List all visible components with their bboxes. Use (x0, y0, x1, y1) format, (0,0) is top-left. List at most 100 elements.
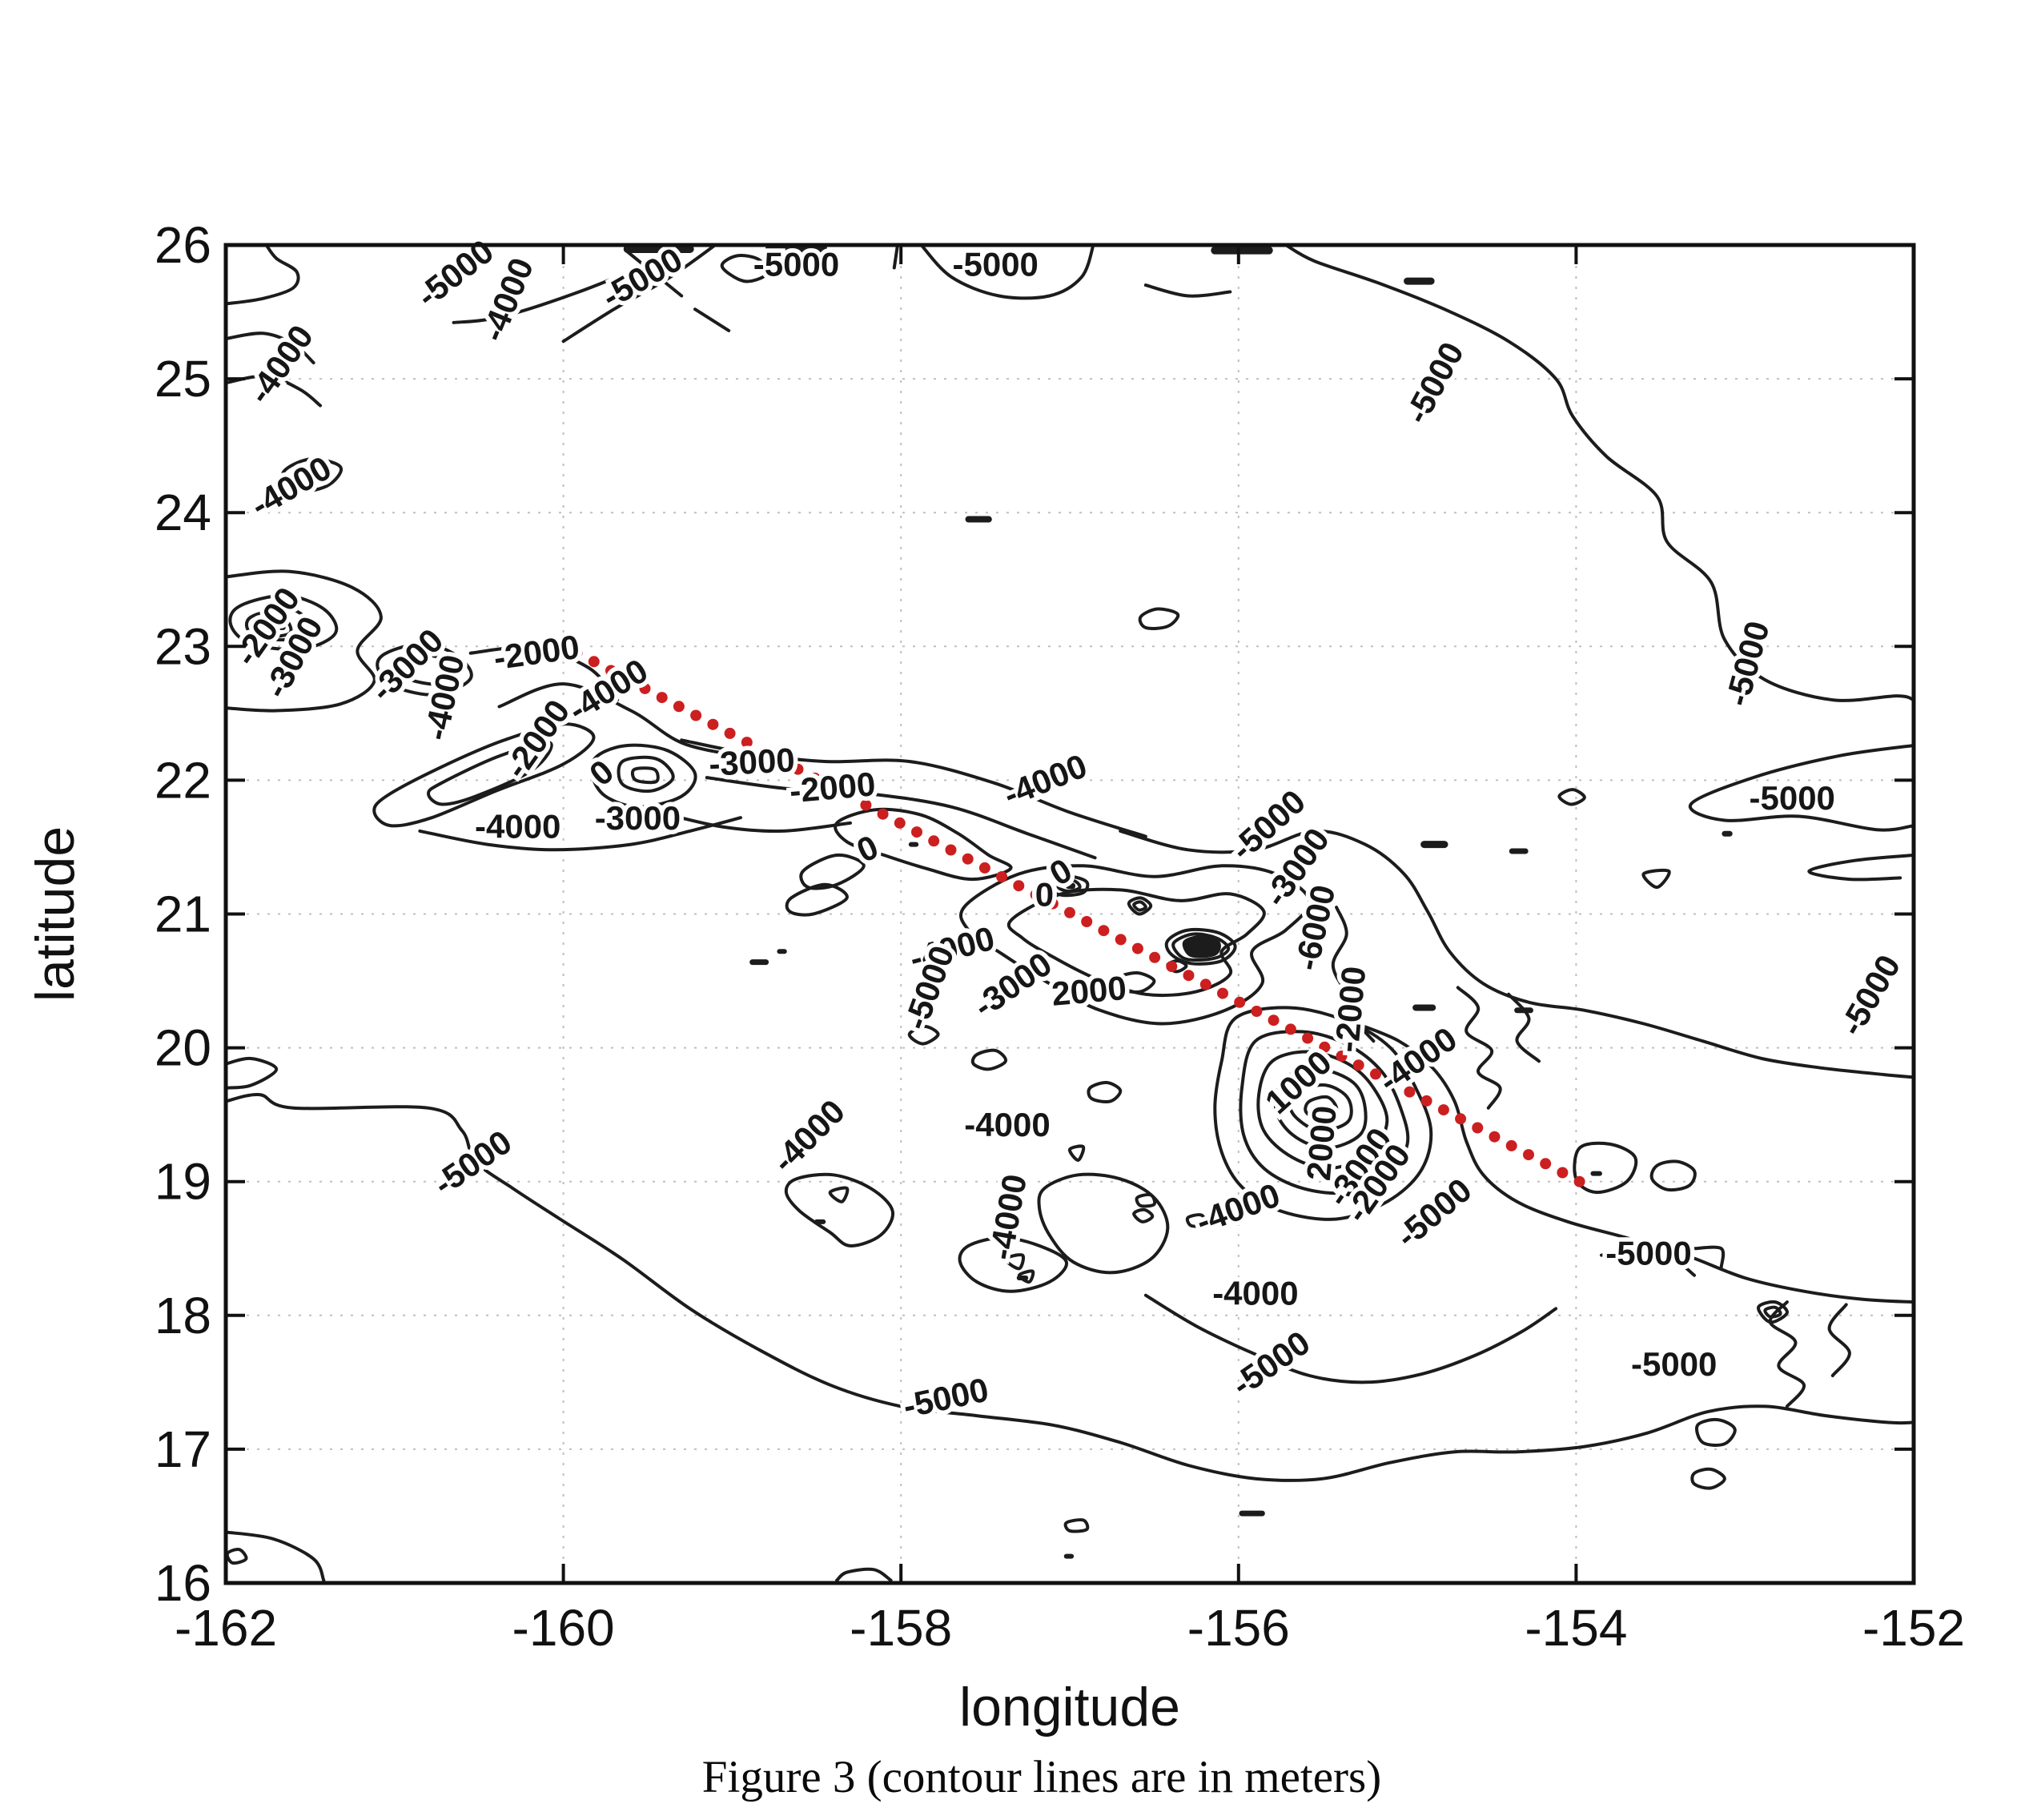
contour-line (1287, 1083, 1353, 1133)
contour-line (1119, 829, 1914, 1079)
contour-line (400, 653, 456, 686)
transect-dot (1387, 1077, 1399, 1089)
contour-label: -4000 (1372, 1019, 1464, 1099)
contour-line (1003, 1253, 1026, 1271)
contour-line (835, 1567, 893, 1582)
transect-dot (894, 817, 906, 829)
transect-dot (1370, 1068, 1381, 1080)
red-transect-layer (554, 638, 1585, 1187)
contour-line (958, 1235, 1068, 1293)
contour-line (228, 593, 339, 652)
transect-dot (1336, 1051, 1348, 1062)
x-tick-label: -162 (175, 1599, 277, 1657)
contour-label: 0 (582, 752, 621, 793)
transect-dot (1455, 1113, 1467, 1125)
transect-dot (1064, 906, 1075, 918)
contour-label: -5000 (952, 245, 1038, 283)
transect-dot (758, 745, 769, 757)
contour-label: -4000 (765, 1092, 852, 1179)
contour-line (1273, 1067, 1368, 1150)
contour-labels-layer: -5000 -4000 -5000 -5000 -5000 -4000 -4000 -5000… (223, 227, 1912, 1429)
transect-dot (1115, 934, 1127, 946)
transect-dot (860, 799, 872, 811)
contour-label: -5000 (1397, 336, 1471, 430)
contour-line (663, 812, 852, 834)
y-tick-label: 21 (155, 886, 211, 943)
x-tick-label: -158 (850, 1599, 952, 1657)
contour-line (1087, 1080, 1123, 1103)
contour-line (705, 776, 1097, 860)
transect-dot (1183, 970, 1195, 982)
contour-line (1807, 854, 1914, 882)
transect-dot (571, 647, 583, 659)
contour-line (226, 1092, 1914, 1482)
contour-label: 0 (1035, 876, 1054, 914)
contour-line (1557, 788, 1586, 806)
contour-line (1695, 1417, 1737, 1447)
contour-line (497, 682, 742, 758)
transect-dot (1420, 1095, 1432, 1107)
transect-dot (1489, 1131, 1501, 1143)
transect-dot (1268, 1014, 1280, 1027)
transect-dot (656, 692, 668, 704)
contour-label: -5000 (1605, 1234, 1691, 1272)
transect-dot (605, 665, 617, 677)
y-tick-label: 16 (155, 1554, 211, 1612)
contour-line (784, 1172, 895, 1247)
contour-line (260, 617, 293, 638)
contour-line (828, 1186, 850, 1203)
contour-line (1213, 1006, 1433, 1221)
y-tick-label: 17 (155, 1420, 211, 1478)
contour-line (226, 245, 300, 306)
contour-line (561, 245, 717, 344)
contour-label: -5000 (1388, 1171, 1479, 1255)
transect-dot (1505, 1139, 1517, 1151)
contour-label: -3000 (595, 799, 681, 837)
transect-dot (1149, 951, 1161, 963)
contour-line (1135, 1193, 1157, 1208)
transect-dot (978, 862, 990, 874)
contour-label: -5000 (897, 941, 962, 1035)
contour-line (907, 1024, 940, 1046)
contour-line (1006, 887, 1266, 998)
contour-line (1284, 245, 1914, 702)
x-tick-label: -160 (512, 1599, 615, 1657)
y-tick-label: 19 (155, 1153, 211, 1211)
y-tick-label: 20 (155, 1019, 211, 1077)
contour-dash-mark (296, 472, 324, 481)
transect-dot (928, 835, 940, 847)
contour-label: 2000 (1050, 969, 1127, 1013)
contour-label: -2000 (1328, 965, 1372, 1054)
contour-line (1056, 878, 1082, 894)
y-tick-label: 26 (155, 216, 211, 274)
contour-label: -5000 (1631, 1345, 1717, 1383)
x-tick-label: -152 (1862, 1599, 1965, 1657)
transect-dot (639, 682, 651, 694)
contour-line (376, 641, 473, 697)
transect-dot (724, 727, 736, 739)
transect-dot (554, 638, 566, 649)
transect-dot (1319, 1041, 1331, 1053)
contour-line (1304, 1095, 1339, 1121)
contour-line (1143, 1293, 1558, 1384)
contour-line (1693, 1245, 1726, 1269)
contour-line (680, 738, 1147, 838)
contour-line (834, 807, 1013, 882)
filled-marks-layer (274, 245, 1733, 1559)
contour-label: 0 (851, 828, 884, 870)
contour-line (226, 1056, 279, 1090)
contour-line (468, 645, 620, 702)
transect-dot (1030, 889, 1042, 901)
contour-line (1143, 283, 1232, 298)
contour-label: -5000 (426, 1123, 518, 1203)
transect-dot (588, 656, 600, 668)
contour-line (1132, 1207, 1155, 1223)
x-axis-title: longitude (959, 1677, 1180, 1738)
transect-dot (1131, 942, 1143, 954)
transect-dot (690, 709, 702, 721)
contour-line (630, 766, 660, 785)
contour-line (226, 569, 383, 713)
transect-dot (792, 763, 804, 775)
contour-line (1182, 934, 1221, 958)
